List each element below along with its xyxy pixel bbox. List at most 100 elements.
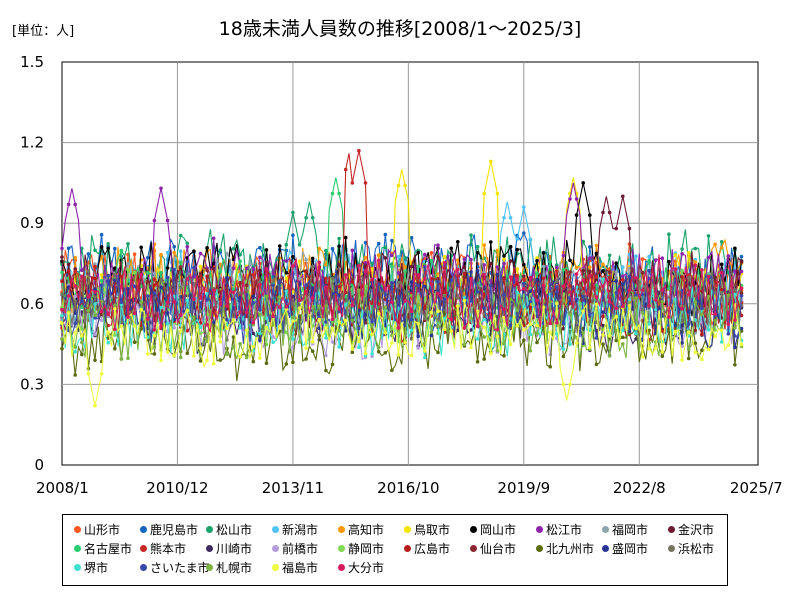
data-point xyxy=(370,352,374,356)
data-point xyxy=(172,244,176,249)
data-point xyxy=(548,260,552,264)
data-point xyxy=(376,258,381,263)
data-point xyxy=(621,194,625,199)
data-point xyxy=(409,317,414,322)
data-point xyxy=(264,325,269,330)
data-point xyxy=(343,235,348,240)
data-point xyxy=(86,308,91,313)
data-point xyxy=(482,191,487,196)
data-point xyxy=(614,279,618,283)
data-point xyxy=(522,286,526,291)
data-point xyxy=(660,329,665,333)
data-point xyxy=(73,350,77,354)
data-point xyxy=(119,357,124,361)
data-point xyxy=(264,260,269,265)
legend-item: 松山市 xyxy=(206,521,252,538)
data-point xyxy=(442,290,447,294)
x-tick-label: 2022/8 xyxy=(613,479,666,497)
data-point xyxy=(627,274,632,279)
data-point xyxy=(159,186,163,191)
data-point xyxy=(601,314,605,319)
data-point xyxy=(647,254,651,259)
data-point xyxy=(86,252,91,256)
chart-title: 18歳未満人員数の推移[2008/1～2025/3] xyxy=(218,18,582,40)
data-point xyxy=(238,253,242,257)
data-point xyxy=(310,304,315,309)
data-point xyxy=(574,341,579,345)
x-tick-label: 2019/9 xyxy=(497,479,550,497)
data-point xyxy=(73,373,77,377)
data-point xyxy=(165,275,170,280)
data-point xyxy=(680,320,684,324)
data-point xyxy=(396,353,401,357)
legend-item: 新潟市 xyxy=(272,521,318,538)
data-point xyxy=(304,216,308,220)
x-tick-label: 2016/10 xyxy=(377,479,439,497)
data-point xyxy=(66,294,71,298)
data-point xyxy=(152,218,157,223)
data-point xyxy=(99,312,104,317)
data-point xyxy=(106,340,110,345)
legend-label: 高知市 xyxy=(348,523,385,537)
data-point xyxy=(515,267,519,271)
data-point xyxy=(165,311,170,315)
data-point xyxy=(73,345,77,349)
legend-swatch xyxy=(272,545,279,552)
data-point xyxy=(680,358,684,362)
legend-item: 高知市 xyxy=(338,521,384,538)
data-point xyxy=(343,294,348,299)
data-point xyxy=(574,197,579,201)
data-point xyxy=(495,334,500,339)
data-point xyxy=(284,362,289,366)
data-point xyxy=(152,283,157,287)
data-point xyxy=(192,297,196,302)
data-point xyxy=(139,307,143,312)
data-point xyxy=(238,310,242,314)
data-point xyxy=(660,350,665,354)
data-point xyxy=(627,329,632,334)
data-point xyxy=(713,290,717,295)
data-point xyxy=(555,279,559,284)
data-point xyxy=(653,307,658,312)
data-point xyxy=(370,261,374,266)
legend-item: 岡山市 xyxy=(470,521,516,538)
data-point xyxy=(686,322,691,326)
data-point xyxy=(172,326,176,330)
legend-label: 福岡市 xyxy=(612,523,649,537)
data-point xyxy=(482,335,487,339)
data-point xyxy=(574,265,579,270)
data-point xyxy=(607,210,612,215)
data-point xyxy=(258,282,262,287)
data-point xyxy=(673,323,678,328)
data-point xyxy=(80,327,84,331)
data-point xyxy=(60,308,64,312)
data-point xyxy=(99,273,104,277)
data-point xyxy=(693,300,698,305)
x-tick-label: 2013/11 xyxy=(262,479,324,497)
data-point xyxy=(297,306,302,311)
data-point xyxy=(330,362,335,367)
data-point xyxy=(396,183,401,188)
data-point xyxy=(152,333,157,338)
legend-swatch xyxy=(74,545,81,552)
data-point xyxy=(621,328,625,333)
data-point xyxy=(258,245,262,250)
data-point xyxy=(317,317,322,322)
data-point xyxy=(535,298,539,303)
data-point xyxy=(713,318,717,323)
data-point xyxy=(719,340,724,344)
data-point xyxy=(706,234,711,238)
data-point xyxy=(86,269,91,273)
data-point xyxy=(238,342,242,346)
data-point xyxy=(495,348,500,353)
data-point xyxy=(561,382,566,387)
data-point xyxy=(363,261,368,265)
data-point xyxy=(185,298,190,303)
data-point xyxy=(198,309,203,314)
series-23 xyxy=(60,288,744,361)
data-point xyxy=(713,312,717,316)
data-point xyxy=(686,330,691,335)
data-point xyxy=(99,254,104,259)
data-point xyxy=(172,353,176,358)
legend-label: 静岡市 xyxy=(348,542,385,556)
